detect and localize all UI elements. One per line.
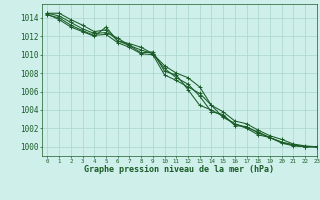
- X-axis label: Graphe pression niveau de la mer (hPa): Graphe pression niveau de la mer (hPa): [84, 165, 274, 174]
